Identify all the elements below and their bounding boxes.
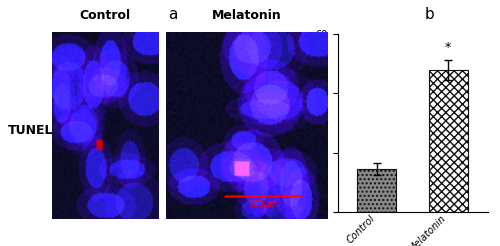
Text: 100μm: 100μm (248, 200, 278, 209)
Text: b: b (425, 7, 435, 22)
Bar (357, 169, 397, 212)
Y-axis label: Tunel positive cells: Tunel positive cells (302, 77, 312, 169)
Text: TUNEL: TUNEL (8, 124, 54, 137)
Text: Control: Control (79, 9, 130, 22)
Text: a: a (168, 7, 177, 22)
Text: *: * (445, 41, 452, 54)
Bar (428, 70, 468, 212)
Text: Melatonin: Melatonin (212, 9, 282, 22)
